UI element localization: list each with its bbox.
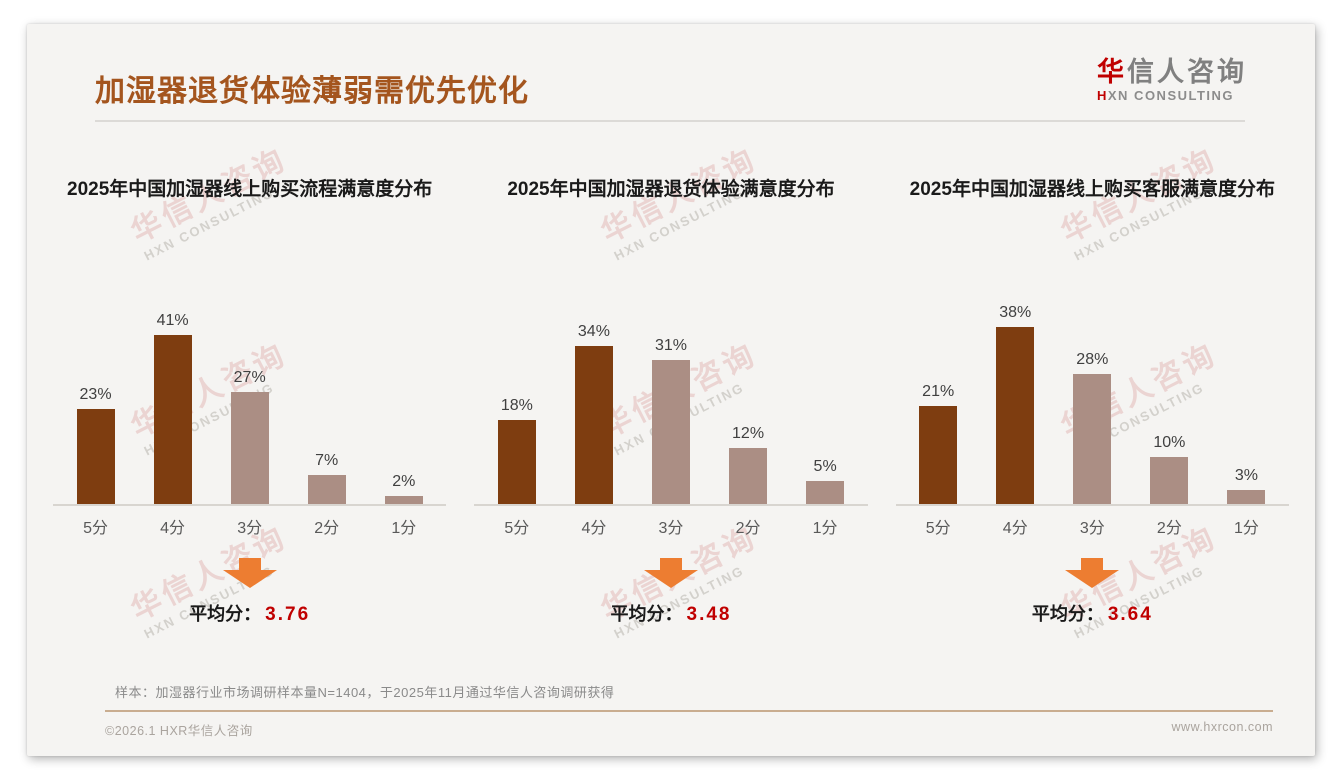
bar-plot: 21% 38% 28% 10% 3%: [895, 274, 1289, 506]
down-arrow-icon: [896, 558, 1289, 590]
x-tick: 5分: [83, 520, 108, 537]
bar-group: 5%: [787, 458, 864, 504]
bar-group: 34%: [555, 323, 632, 504]
x-tick: 2分: [314, 520, 340, 537]
page-title: 加湿器退货体验薄弱需优先优化: [95, 75, 529, 108]
bar-value-label: 18%: [500, 397, 533, 414]
average-value: 3.48: [686, 604, 732, 625]
bar-group: 7%: [288, 452, 365, 504]
bar-group: 18%: [478, 397, 555, 504]
header: 加湿器退货体验薄弱需优先优化 华信人咨询 HXN CONSULTING: [95, 52, 1247, 114]
logo-en-text: HXN CONSULTING: [1097, 87, 1235, 103]
bar-group: 28%: [1054, 351, 1131, 504]
bar-value-label: 7%: [315, 452, 339, 469]
x-axis-labels: 5分 4分 3分 2分 1分: [53, 506, 446, 538]
chart-return-experience: 2025年中国加湿器退货体验满意度分布 18% 34% 31% 12% 5% 5…: [460, 176, 881, 626]
bar: [1073, 374, 1112, 504]
average-label: 平均分：: [610, 604, 683, 624]
bar-value-label: 12%: [732, 425, 765, 442]
bar-value-label: 5%: [813, 458, 837, 475]
bar-group: 31%: [632, 337, 709, 504]
bar: [919, 406, 958, 504]
bar-value-label: 2%: [392, 473, 416, 490]
x-tick: 2分: [1156, 520, 1182, 537]
bar-group: 3%: [1208, 467, 1285, 504]
chart-title: 2025年中国加湿器线上购买流程满意度分布: [67, 179, 433, 200]
company-logo: 华信人咨询 HXN CONSULTING: [1097, 52, 1247, 103]
x-tick: 4分: [581, 520, 607, 537]
bar-group: 23%: [57, 386, 134, 504]
bar-value-label: 38%: [999, 304, 1032, 321]
bar-value-label: 34%: [577, 323, 610, 340]
x-tick: 3分: [658, 520, 684, 537]
x-tick: 1分: [812, 520, 838, 537]
bar-value-label: 3%: [1234, 467, 1258, 484]
average-value: 3.76: [265, 604, 311, 625]
sample-footnote: 样本：加湿器行业市场调研样本量N=1404，于2025年11月通过华信人咨询调研…: [115, 685, 615, 700]
bar-group: 27%: [211, 369, 288, 504]
copyright-text: ©2026.1 HXR华信人咨询: [105, 724, 253, 738]
bar-group: 12%: [710, 425, 787, 504]
x-tick: 2分: [735, 520, 761, 537]
bar-group: 38%: [977, 304, 1054, 504]
x-tick: 1分: [391, 520, 417, 537]
average-value: 3.64: [1107, 604, 1153, 625]
bar-value-label: 41%: [156, 312, 189, 329]
average-score: 平均分： 3.48: [474, 600, 867, 626]
bar: [497, 420, 536, 504]
x-tick: 4分: [1002, 520, 1028, 537]
chart-title: 2025年中国加湿器退货体验满意度分布: [507, 179, 835, 200]
bar: [996, 327, 1035, 504]
chart-title: 2025年中国加湿器线上购买客服满意度分布: [909, 179, 1275, 200]
average-score: 平均分： 3.64: [896, 600, 1289, 626]
bar-value-label: 27%: [233, 369, 266, 386]
bar: [574, 346, 613, 504]
x-tick: 3分: [237, 520, 263, 537]
bar-value-label: 31%: [654, 337, 687, 354]
x-axis-labels: 5分 4分 3分 2分 1分: [896, 506, 1289, 538]
x-tick: 4分: [160, 520, 186, 537]
bar-plot: 23% 41% 27% 7% 2%: [53, 274, 447, 506]
x-tick: 1分: [1233, 520, 1259, 537]
average-label: 平均分：: [189, 604, 262, 624]
bar: [1227, 490, 1266, 504]
bar-value-label: 23%: [79, 386, 112, 403]
bar: [1150, 457, 1189, 504]
average-score: 平均分： 3.76: [53, 600, 446, 626]
down-arrow-icon: [474, 558, 867, 590]
bar: [729, 448, 768, 504]
x-tick: 3分: [1079, 520, 1105, 537]
footer-divider: [105, 710, 1273, 712]
bar: [307, 475, 346, 504]
bar-group: 41%: [134, 312, 211, 504]
chart-customer-service: 2025年中国加湿器线上购买客服满意度分布 21% 38% 28% 10% 3%…: [882, 176, 1303, 626]
bar: [806, 481, 845, 504]
footer: ©2026.1 HXR华信人咨询 www.hxrcon.com: [105, 720, 1273, 739]
charts-row: 2025年中国加湿器线上购买流程满意度分布 23% 41% 27% 7% 2% …: [39, 176, 1303, 626]
bar: [651, 360, 690, 504]
bar-value-label: 21%: [922, 383, 955, 400]
slide-card: 华信人咨询 HXN CONSULTING 华信人咨询 HXN CONSULTING …: [27, 24, 1315, 756]
bar: [384, 496, 423, 504]
bar-group: 2%: [365, 473, 442, 504]
bar-group: 21%: [900, 383, 977, 504]
x-axis-labels: 5分 4分 3分 2分 1分: [474, 506, 867, 538]
header-divider: [95, 120, 1245, 122]
website-url: www.hxrcon.com: [1171, 720, 1273, 734]
x-tick: 5分: [504, 520, 530, 537]
average-label: 平均分：: [1031, 604, 1104, 624]
x-tick: 5分: [925, 520, 951, 537]
bar-group: 10%: [1131, 434, 1208, 504]
chart-purchase-process: 2025年中国加湿器线上购买流程满意度分布 23% 41% 27% 7% 2% …: [39, 176, 460, 626]
bar-value-label: 28%: [1076, 351, 1109, 368]
down-arrow-icon: [53, 558, 446, 590]
bar: [76, 409, 115, 504]
bar-plot: 18% 34% 31% 12% 5%: [474, 274, 868, 506]
bar-value-label: 10%: [1153, 434, 1186, 451]
logo-cn-text: 华信人咨询: [1097, 57, 1247, 87]
bar: [230, 392, 269, 504]
bar: [153, 335, 192, 504]
